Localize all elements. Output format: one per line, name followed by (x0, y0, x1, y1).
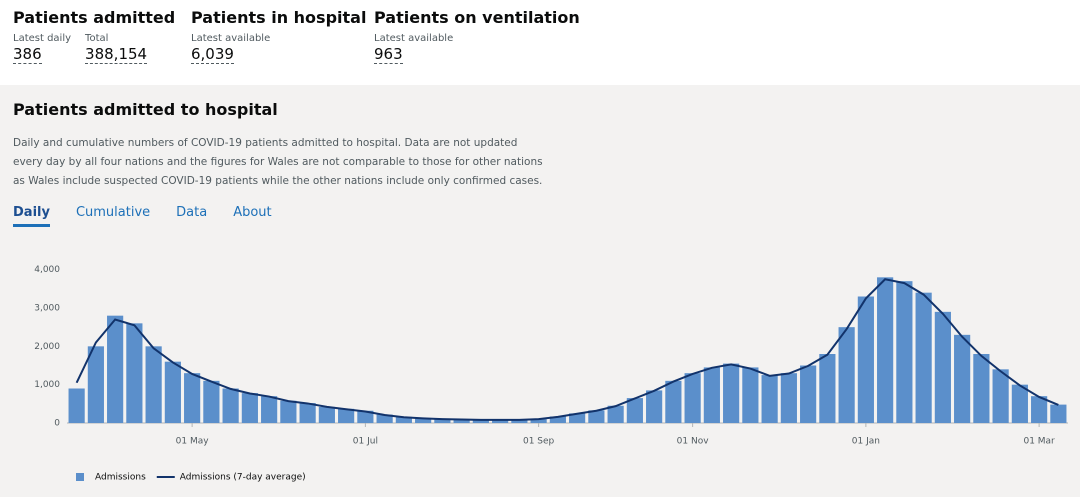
tab[interactable]: Data (176, 205, 208, 220)
stat-value[interactable]: 6,039 (191, 45, 234, 64)
bar (530, 419, 547, 423)
bar (626, 398, 643, 423)
bar (973, 354, 990, 423)
card-title: Patients admitted to hospital (13, 100, 278, 119)
stat-value[interactable]: 386 (13, 45, 42, 64)
stat: Patients in hospital Latest available 6,03… (191, 8, 366, 64)
legend-swatch (76, 473, 84, 481)
bar (819, 354, 836, 423)
stat-value[interactable]: 388,154 (85, 45, 148, 64)
bar (934, 311, 951, 423)
y-tick-label: 3,000 (34, 304, 60, 314)
stat-title: Patients in hospital (191, 8, 367, 27)
stat-items: Latest daily 386 Total 388,154 (13, 33, 175, 64)
bar (838, 327, 855, 423)
bar (492, 419, 509, 423)
bar (1011, 384, 1028, 423)
bar (280, 400, 297, 423)
stat-label: Total (85, 33, 109, 44)
bar (703, 367, 720, 423)
bar (1031, 396, 1048, 423)
bar (549, 416, 566, 423)
bar (915, 292, 932, 423)
bar (357, 410, 374, 423)
y-tick-label: 4,000 (34, 265, 60, 275)
summary-bar: Patients admitted Latest daily 386 Total 388… (0, 0, 1080, 85)
bar (472, 419, 489, 423)
stat-label: Latest available (191, 33, 271, 44)
y-tick-label: 0 (54, 419, 60, 429)
bar (896, 281, 913, 423)
bar (857, 296, 874, 423)
bar (318, 406, 335, 423)
chart: 0 1,000 2,000 3,000 4,000 01 May 01 Jul 01 Sep 0… (34, 265, 1068, 483)
bar (222, 388, 239, 423)
x-tick-label: 01 Jan (852, 437, 880, 447)
bar (1050, 404, 1067, 423)
bar (511, 419, 528, 423)
bar (877, 277, 894, 423)
stat-value[interactable]: 963 (374, 45, 403, 64)
bar (376, 414, 393, 423)
bar (184, 373, 201, 423)
tab[interactable]: Cumulative (75, 205, 151, 220)
bar (299, 403, 316, 423)
bar (646, 390, 663, 423)
bar (453, 419, 470, 423)
x-tick-label: 01 Sep (523, 437, 555, 447)
x-tick-label: 01 Jul (353, 437, 378, 447)
bar (761, 375, 778, 423)
stat-item: Latest available 963 (374, 33, 453, 64)
legend-label: Admissions (7-day average) (180, 473, 306, 483)
stat-title: Patients admitted (13, 8, 176, 27)
bar (954, 334, 971, 423)
stat-title: Patients on ventilation (374, 8, 580, 27)
bar (723, 363, 740, 423)
bar (164, 361, 181, 423)
bar (665, 380, 682, 423)
bar (395, 416, 412, 423)
tab[interactable]: Daily (13, 205, 50, 227)
card-description: Daily and cumulative numbers of COVID-19… (13, 137, 543, 187)
bar (68, 388, 85, 423)
stat: Patients admitted Latest daily 386 Total 388… (13, 8, 175, 64)
stat-item: Latest daily 386 (13, 33, 71, 64)
stat-item: Latest available 6,039 (191, 33, 270, 64)
bar (203, 380, 220, 423)
bar (780, 373, 797, 423)
x-tick-label: 01 Nov (677, 437, 710, 447)
stat-label: Latest daily (13, 33, 72, 44)
stat-item: Total 388,154 (85, 33, 148, 64)
bar (87, 346, 104, 423)
tabs: Daily Cumulative Data About (13, 205, 272, 227)
stat-items: Latest available 6,039 (191, 33, 366, 64)
bar (415, 418, 432, 423)
bar (588, 410, 605, 423)
bar (434, 418, 451, 423)
bar (742, 367, 759, 423)
y-tick-label: 1,000 (34, 380, 60, 390)
bar (684, 373, 701, 423)
legend-label: Admissions (95, 473, 146, 483)
bar (126, 323, 143, 423)
average-line (75, 278, 1059, 421)
bar (241, 393, 258, 423)
bar (107, 315, 124, 423)
bar (569, 413, 586, 423)
bar (607, 405, 624, 423)
tab[interactable]: About (233, 205, 272, 220)
bar (338, 408, 355, 423)
bar (261, 396, 278, 423)
stat: Patients on ventilation Latest available 9… (374, 8, 580, 64)
bar (800, 365, 817, 423)
bar (145, 346, 162, 423)
x-tick-label: 01 Mar (1023, 437, 1055, 447)
y-tick-label: 2,000 (34, 342, 60, 352)
stat-items: Latest available 963 (374, 33, 580, 64)
bar (992, 369, 1009, 423)
x-tick-label: 01 May (176, 437, 210, 447)
stat-label: Latest available (374, 33, 454, 44)
